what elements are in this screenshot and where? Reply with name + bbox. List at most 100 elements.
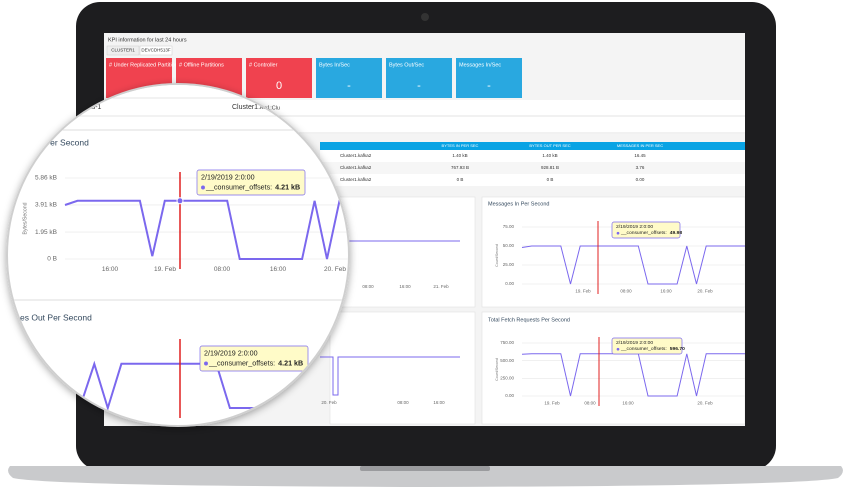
broker-cell: 1.40 kB [542, 153, 557, 158]
x-tick-label: 08:00 [584, 400, 596, 405]
broker-row [320, 150, 745, 162]
broker-cell: 16.45 [634, 153, 646, 158]
y-tick-label: 5.86 kB [35, 175, 57, 182]
tooltip [611, 221, 681, 239]
x-tick-label: 08:00 [620, 288, 632, 293]
tooltip-series: __consumer_offsets: 4.21 kB [208, 359, 303, 367]
broker-column: MESSAGES IN PER SEC [617, 143, 663, 148]
x-tick-label: 20. Feb [321, 400, 337, 405]
x-tick-label: 16:00 [622, 400, 634, 405]
x-tick-label: 19. Feb [154, 266, 176, 273]
laptop-base [8, 466, 843, 487]
bg-line [320, 356, 460, 396]
chart-panel [329, 196, 476, 308]
tooltip-series: __consumer_offsets: 4.21 kB [205, 183, 300, 191]
tooltip-date: 2/19/2019 2:0:00 [616, 224, 653, 230]
kpi-value: - [417, 80, 421, 92]
hover-point [176, 197, 184, 205]
y-tick-label: 25.00 [503, 262, 515, 267]
kpi-tile [246, 58, 312, 98]
broker-cell: 928.81 B [541, 165, 559, 170]
x-tick-label: 19. Feb [575, 288, 591, 293]
tooltip-date: 2/19/2019 2:0:00 [616, 340, 653, 346]
x-tick-label: 08:00 [397, 400, 409, 405]
broker-cell: 1.40 kB [452, 153, 467, 158]
kpi-title: # Under Replicated Partitions [109, 62, 181, 68]
tooltip-value: 4.21 kB [275, 183, 300, 191]
tooltip-bullet [201, 185, 205, 190]
x-tick-label: 16:00 [270, 266, 287, 273]
camera [421, 13, 429, 21]
x-tick-label: 20. Feb [697, 400, 713, 405]
tooltip-value: 596.70 [670, 347, 685, 353]
broker-row [320, 174, 745, 186]
x-tick-label: 19. Feb [544, 400, 560, 405]
y-tick-label: 750.00 [500, 340, 514, 345]
kpi-title: Bytes In/Sec [319, 62, 350, 68]
tab-label: CLUSTER1 [111, 48, 135, 53]
y-tick-label: 500.00 [500, 358, 514, 363]
page-title: KPI information for last 24 hours [108, 37, 187, 43]
tab [139, 45, 173, 56]
y-axis-label: Count/Second [495, 244, 499, 267]
kpi-title: Bytes Out/Sec [389, 62, 424, 68]
chart-panel [481, 311, 745, 425]
tooltip-value: 4.21 kB [278, 359, 303, 367]
kpi-value: 0 [276, 80, 282, 92]
kpi-value: - [487, 80, 491, 92]
broker-cell: Cluster1.kafka2 [340, 165, 372, 170]
kpi-title: # Offline Partitions [179, 62, 224, 68]
y-tick-label: 50.00 [503, 243, 515, 248]
x-tick-label: 20. Feb [324, 266, 346, 273]
y-tick-label: 3.91 kB [35, 202, 57, 209]
x-tick-label: 08:00 [214, 266, 231, 273]
chart-title: Total Fetch Requests Per Second [488, 317, 570, 323]
y-tick-label: 0 B [47, 256, 57, 263]
tooltip-series: __consumer_offsets: 596.70 [620, 347, 685, 353]
tooltip-series-name: __consumer_offsets: [208, 359, 275, 367]
series-line [64, 199, 348, 260]
broker-row [320, 162, 745, 174]
chart-title: Messages In Per Second [488, 201, 549, 207]
x-tick-label: 16:00 [660, 288, 672, 293]
broker-cell: 3.76 [636, 165, 645, 170]
chart-panel [481, 196, 745, 308]
broker-cell: Cluster1.kafka2 [340, 153, 372, 158]
tooltip-series: __consumer_offsets: 49.98 [620, 231, 682, 237]
broker-cell: 767.93 B [451, 165, 469, 170]
tooltip [611, 337, 683, 355]
x-tick-label: 16:00 [433, 400, 445, 405]
tooltip-series-name: __consumer_offsets: [620, 347, 667, 353]
tooltip-date: 2/19/2019 2:0:00 [201, 173, 255, 181]
x-tick-label: 16:00 [102, 266, 119, 273]
lens-circle [6, 83, 350, 427]
tab [106, 45, 140, 56]
broker-column: BYTES IN PER SEC [442, 143, 479, 148]
y-tick-label: 0.00 [505, 393, 514, 398]
y-axis-label: Bytes/Second [22, 202, 28, 234]
broker-cell: 0 B [457, 177, 464, 182]
kpi-tile [456, 58, 522, 98]
series-line [521, 245, 745, 285]
x-tick-label: 08:00 [362, 284, 374, 289]
tooltip-bullet [616, 347, 620, 351]
y-tick-label: 0.00 [505, 281, 514, 286]
chart-panel [329, 311, 476, 425]
kpi-title: Messages In/Sec [459, 62, 501, 68]
kpi-value: - [347, 80, 351, 92]
tab-label: DEVCDH513F [141, 48, 171, 53]
broker-header [320, 142, 745, 150]
chart-title: es Out Per Second [20, 312, 92, 322]
broker-cell: 0 B [547, 177, 554, 182]
tooltip [199, 345, 309, 372]
y-tick-label: 75.00 [503, 224, 515, 229]
y-tick-label: 1.95 kB [35, 229, 57, 236]
tooltip-value: 49.98 [670, 231, 683, 237]
tooltip [196, 169, 306, 196]
broker-cell: Cluster1.kafka2 [340, 177, 372, 182]
y-axis-label: Count/Second [495, 358, 499, 381]
x-tick-label: 16:00 [399, 284, 411, 289]
x-tick-label: 20. Feb [697, 288, 713, 293]
